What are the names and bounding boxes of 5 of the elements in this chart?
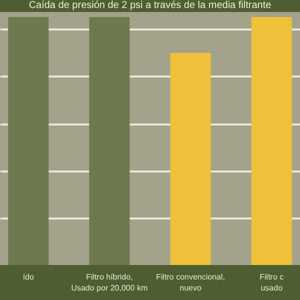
x-tick-label: Filtro convencional, nuevo (156, 272, 225, 292)
chart-title: Caída de presión de 2 psi a través de la media filtrante (28, 0, 272, 11)
x-tick-label: Filtro híbrido, Usado por 20,000 km (71, 272, 148, 292)
x-tick-label: Filtro c usado (260, 272, 284, 292)
x-tick-label: ído (22, 272, 34, 282)
